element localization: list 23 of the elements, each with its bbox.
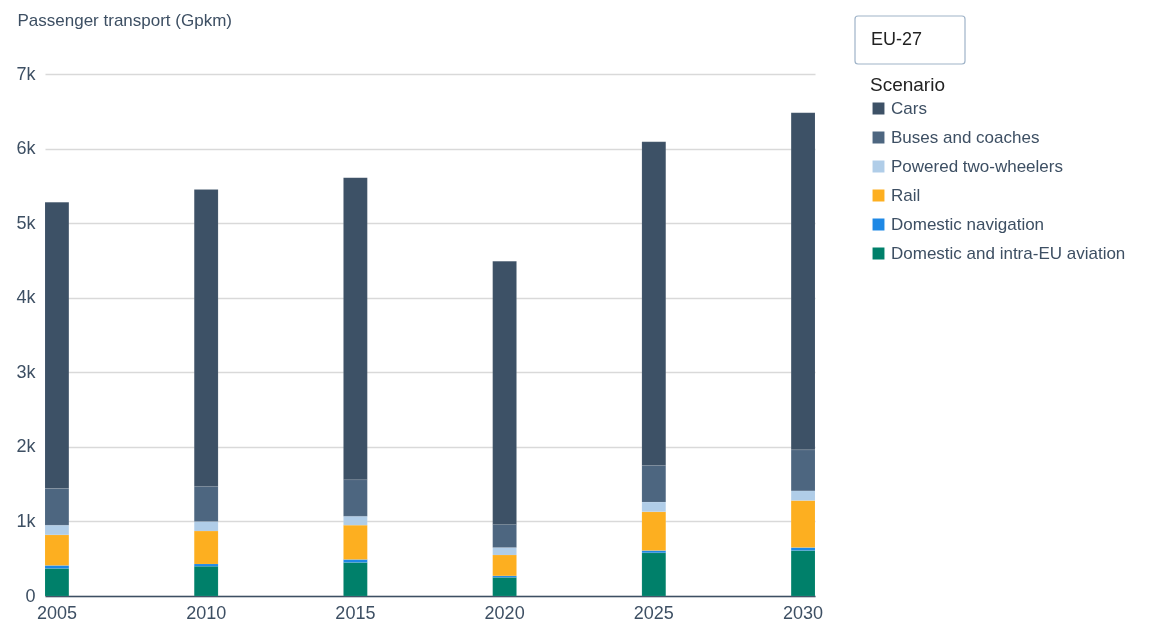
text: EU-27 [871,29,923,49]
x-tick-label: 2015 [335,602,376,623]
legend-label: Cars [891,98,927,118]
y-tick-label: 1k [16,510,37,531]
y-tick-label: 7k [16,63,37,84]
legend-label: Domestic and intra-EU aviation [891,243,1126,263]
x-tick-label: 2030 [783,602,824,623]
y-tick-label: 4k [16,287,37,308]
x-tick-label: 2020 [484,602,525,623]
legend-label: Buses and coaches [891,127,1040,147]
y-tick-label: 5k [16,212,37,233]
legend-label: Powered two-wheelers [891,156,1063,176]
y-axis-title: Passenger transport (Gpkm) [17,10,232,30]
x-tick-label: 2010 [186,602,227,623]
y-tick-label: 6k [16,138,37,159]
y-tick-label: 3k [16,361,37,382]
legend-label: Domestic navigation [891,214,1045,234]
legend-title: Scenario [870,74,945,95]
x-tick-label: 2025 [633,602,674,623]
legend-label: Rail [891,185,921,205]
y-tick-label: 2k [16,436,37,457]
x-tick-label: 2005 [36,602,77,623]
y-tick-label: 0 [25,585,36,606]
